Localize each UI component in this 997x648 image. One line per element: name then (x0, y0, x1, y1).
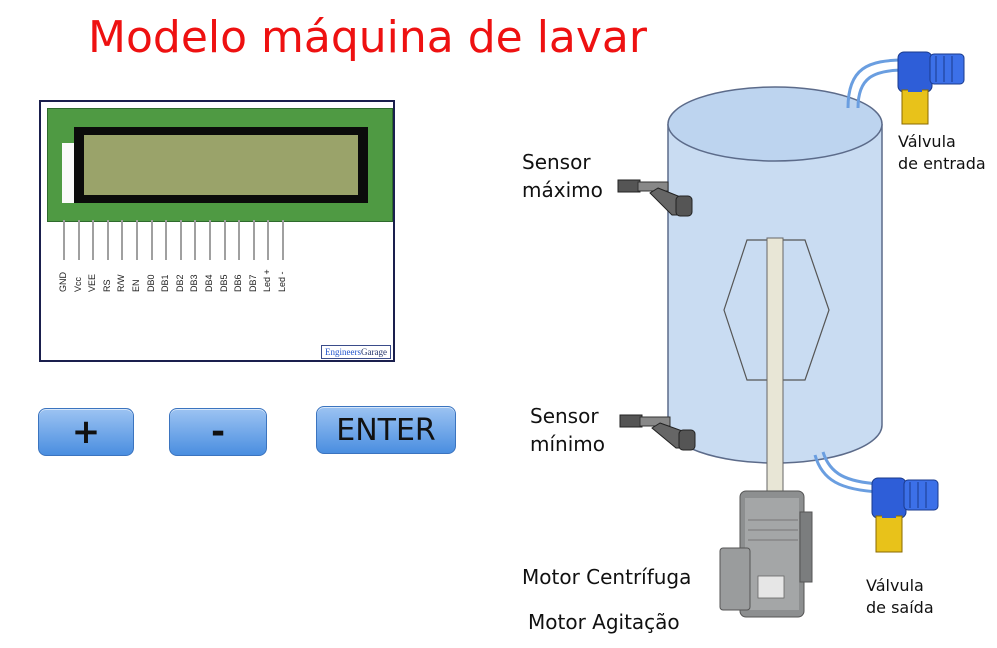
shaft (766, 237, 784, 494)
inlet-valve-icon (846, 51, 965, 125)
lcd-pin (209, 220, 211, 260)
lcd-pin (77, 220, 80, 260)
lcd-pin (106, 220, 109, 260)
lcd-module: GND Vcc VEE RS R/W EN DB0 DB1 DB2 DB3 DB4 DB5 DB6 DB7… (39, 100, 395, 362)
agitator (723, 239, 830, 381)
sensor-min-icon (619, 414, 696, 451)
lcd-screen (84, 135, 358, 195)
outlet-valve-icon (813, 451, 939, 553)
lcd-pin (179, 220, 182, 260)
lcd-pin (92, 220, 95, 260)
lcd-bezel (74, 127, 368, 203)
motor-agitation-label: Motor Agitação (528, 610, 680, 634)
lcd-pin (282, 220, 284, 260)
plus-button[interactable]: + (38, 408, 134, 456)
sensor-max-label: Sensor máximo (522, 150, 603, 202)
sensor-min-label: Sensor mínimo (530, 404, 605, 456)
sensor-max-icon (617, 179, 693, 217)
lcd-pin (238, 220, 241, 260)
page-title: Modelo máquina de lavar (88, 12, 647, 63)
motor-icon (719, 490, 813, 618)
lcd-pin (165, 220, 168, 260)
lcd-pin (63, 220, 65, 260)
lcd-pin (194, 220, 197, 260)
lcd-pin (223, 220, 226, 260)
lcd-pin (267, 220, 270, 260)
brand-logo: EngineersGarage (321, 345, 391, 359)
valve-in-label: Válvula de entrada (898, 132, 986, 173)
lcd-pin (252, 220, 255, 260)
enter-button[interactable]: ENTER (316, 406, 456, 454)
lcd-board (47, 108, 393, 222)
lcd-pin (150, 220, 153, 260)
lcd-connector-tab (62, 143, 76, 203)
valve-out-label: Válvula de saída (866, 576, 934, 617)
lcd-pin (121, 220, 124, 260)
minus-button[interactable]: - (169, 408, 267, 456)
motor-centrifuge-label: Motor Centrífuga (522, 565, 692, 589)
lcd-pin (136, 220, 138, 260)
